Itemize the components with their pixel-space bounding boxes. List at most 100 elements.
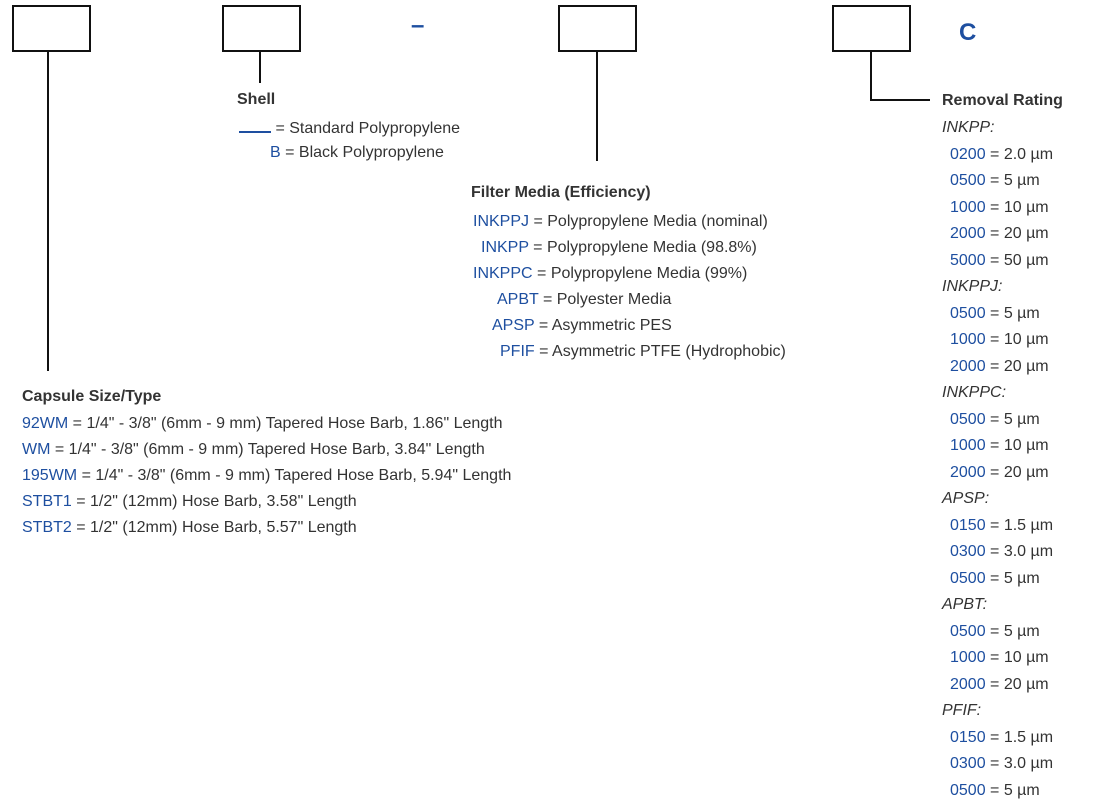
media-row-code: INKPPJ [473,213,530,230]
removal-title: Removal Rating [942,92,1063,109]
media-row-code: INKPP [481,239,529,256]
removal-row-text: = 50 µm [985,251,1049,269]
removal-row: 2000 = 20 µm [950,224,1049,244]
removal-row: 0500 = 5 µm [950,171,1040,191]
removal-row-text: = 20 µm [985,225,1049,242]
capsule-row-code: STBT2 [22,519,72,536]
removal-row: 0300 = 3.0 µm [950,542,1053,562]
box-rating [832,5,911,52]
shell-title: Shell [237,91,276,108]
removal-row: 0500 = 5 µm [950,410,1040,430]
capsule-row: STBT1 = 1/2" (12mm) Hose Barb, 3.58" Len… [22,492,357,512]
removal-row-text: = 10 µm [985,331,1049,348]
removal-row-text: = 3.0 µm [985,755,1054,772]
media-row-code: PFIF [500,343,535,360]
removal-row: 0150 = 1.5 µm [950,516,1053,536]
connector-media [596,51,598,161]
media-row-text: = Polypropylene Media (nominal) [529,213,768,230]
removal-row-code: 0500 [950,781,986,799]
capsule-row-text: = 1/4" - 3/8" (6mm - 9 mm) Tapered Hose … [77,467,512,484]
shell-row: = Standard Polypropylene [239,117,460,139]
removal-row: 0500 = 5 µm [950,304,1040,324]
removal-row: 1000 = 10 µm [950,330,1049,350]
capsule-row: WM = 1/4" - 3/8" (6mm - 9 mm) Tapered Ho… [22,440,485,460]
capsule-row-code: WM [22,441,51,458]
removal-row-code: 5000 [950,251,986,269]
removal-row-text: = 10 µm [985,437,1049,454]
shell-row-code: B [270,144,281,161]
capsule-row-text: = 1/2" (12mm) Hose Barb, 5.57" Length [71,519,357,536]
removal-group-label: INKPP: [942,119,995,136]
removal-row-code: 2000 [950,357,986,375]
media-title: Filter Media (Efficiency) [471,184,651,201]
media-row-text: = Polyester Media [538,291,672,308]
capsule-row-text: = 1/4" - 3/8" (6mm - 9 mm) Tapered Hose … [50,441,485,458]
media-row-text: = Asymmetric PTFE (Hydrophobic) [534,343,786,360]
removal-row: 0300 = 3.0 µm [950,754,1053,774]
removal-row: 2000 = 20 µm [950,357,1049,377]
removal-row-text: = 20 µm [985,357,1049,375]
capsule-row: 92WM = 1/4" - 3/8" (6mm - 9 mm) Tapered … [22,414,503,434]
media-row: APSP = Asymmetric PES [492,316,672,336]
removal-row-code: 2000 [950,675,986,693]
removal-row-code: 0500 [950,622,986,640]
removal-group-label: PFIF: [942,702,982,719]
media-row-text: = Polypropylene Media (99%) [532,265,748,282]
removal-row-code: 1000 [950,198,986,216]
media-row: INKPPC = Polypropylene Media (99%) [473,264,747,284]
capsule-row: STBT2 = 1/2" (12mm) Hose Barb, 5.57" Len… [22,518,357,538]
capsule-title: Capsule Size/Type [22,388,162,405]
media-row-text: = Polypropylene Media (98.8%) [528,239,757,256]
box-capsule [12,5,91,52]
removal-row-code: 0500 [950,569,986,587]
capsule-row-text: = 1/2" (12mm) Hose Barb, 3.58" Length [71,493,357,510]
removal-row-text: = 5 µm [985,410,1040,428]
removal-row-text: = 2.0 µm [985,145,1054,163]
removal-row-text: = 10 µm [985,198,1049,216]
removal-group-label: INKPPJ: [942,278,1003,295]
dash-separator: – [411,12,425,39]
removal-row: 0500 = 5 µm [950,622,1040,642]
removal-row-text: = 20 µm [985,463,1049,481]
shell-row-text: = Black Polypropylene [285,144,444,161]
suffix-c: C [959,19,977,46]
removal-row-code: 0200 [950,145,986,163]
removal-row-text: = 1.5 µm [985,516,1054,534]
media-row-code: INKPPC [473,265,533,282]
capsule-row-text: = 1/4" - 3/8" (6mm - 9 mm) Tapered Hose … [68,415,503,432]
removal-row-code: 1000 [950,437,986,454]
media-row: PFIF = Asymmetric PTFE (Hydrophobic) [500,342,786,362]
removal-row-text: = 1.5 µm [985,728,1054,746]
media-row-text: = Asymmetric PES [534,317,672,334]
removal-group-label: APBT: [942,596,988,613]
removal-group-label: INKPPC: [942,384,1007,401]
removal-row: 1000 = 10 µm [950,436,1049,456]
removal-row-code: 0150 [950,516,986,534]
removal-row: 0150 = 1.5 µm [950,728,1053,748]
removal-row: 0500 = 5 µm [950,569,1040,589]
capsule-row: 195WM = 1/4" - 3/8" (6mm - 9 mm) Tapered… [22,466,511,486]
removal-row-code: 1000 [950,331,986,348]
media-row-code: APSP [492,317,535,334]
blank-code-indicator [239,117,271,133]
removal-row: 1000 = 10 µm [950,198,1049,218]
shell-row: B = Black Polypropylene [270,143,444,163]
removal-row-text: = 5 µm [985,781,1040,799]
removal-row-text: = 5 µm [985,622,1040,640]
removal-row-code: 0500 [950,410,986,428]
removal-row: 1000 = 10 µm [950,648,1049,668]
media-row-code: APBT [497,291,539,308]
capsule-row-code: STBT1 [22,493,72,510]
removal-row: 5000 = 50 µm [950,251,1049,271]
removal-row: 2000 = 20 µm [950,463,1049,483]
removal-row-text: = 10 µm [985,649,1049,666]
removal-row: 0500 = 5 µm [950,781,1040,801]
removal-row: 2000 = 20 µm [950,675,1049,695]
removal-group-label: APSP: [942,490,990,507]
removal-row-code: 0500 [950,304,986,322]
capsule-row-code: 92WM [22,415,69,432]
removal-row-text: = 5 µm [985,172,1040,189]
shell-row-text: = Standard Polypropylene [275,120,461,137]
removal-row-code: 1000 [950,649,986,666]
removal-row-code: 2000 [950,225,986,242]
